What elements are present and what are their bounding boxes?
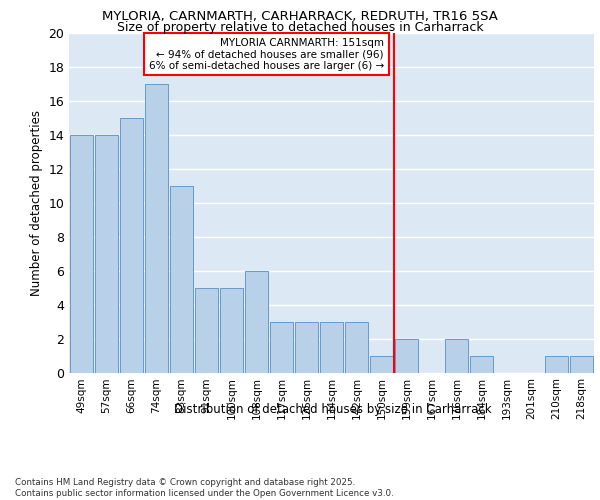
- Bar: [470, 356, 493, 372]
- Bar: [170, 186, 193, 372]
- Bar: [220, 288, 244, 372]
- Bar: [119, 118, 143, 372]
- Bar: [194, 288, 218, 372]
- Text: Distribution of detached houses by size in Carharrack: Distribution of detached houses by size …: [174, 402, 492, 415]
- Text: MYLORIA, CARNMARTH, CARHARRACK, REDRUTH, TR16 5SA: MYLORIA, CARNMARTH, CARHARRACK, REDRUTH,…: [102, 10, 498, 23]
- Bar: [370, 356, 394, 372]
- Bar: [70, 134, 94, 372]
- Bar: [145, 84, 169, 372]
- Text: Contains HM Land Registry data © Crown copyright and database right 2025.
Contai: Contains HM Land Registry data © Crown c…: [15, 478, 394, 498]
- Bar: [295, 322, 319, 372]
- Bar: [320, 322, 343, 372]
- Bar: [545, 356, 568, 372]
- Y-axis label: Number of detached properties: Number of detached properties: [30, 110, 43, 296]
- Bar: [395, 338, 418, 372]
- Bar: [569, 356, 593, 372]
- Bar: [344, 322, 368, 372]
- Bar: [269, 322, 293, 372]
- Bar: [245, 270, 268, 372]
- Bar: [445, 338, 469, 372]
- Bar: [95, 134, 118, 372]
- Text: Size of property relative to detached houses in Carharrack: Size of property relative to detached ho…: [116, 21, 484, 34]
- Text: MYLORIA CARNMARTH: 151sqm
← 94% of detached houses are smaller (96)
6% of semi-d: MYLORIA CARNMARTH: 151sqm ← 94% of detac…: [149, 38, 384, 71]
